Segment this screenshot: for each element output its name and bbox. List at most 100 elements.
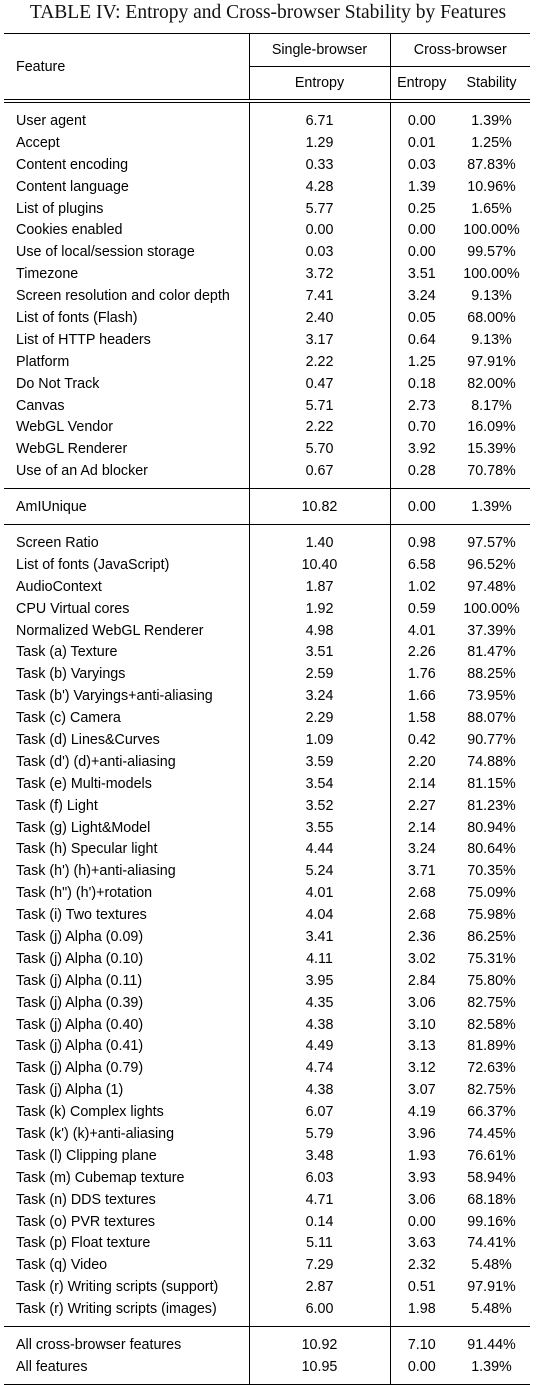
cross-entropy-cell: 1.93 (389, 1144, 453, 1167)
cross-entropy-cell: 1.25 (389, 350, 453, 373)
table-row: Accept 1.29 0.01 1.25% (4, 131, 530, 154)
table-row: Task (h) Specular light 4.44 3.24 80.64% (4, 838, 530, 861)
cross-entropy-cell: 3.13 (389, 1035, 453, 1058)
single-entropy-cell: 4.04 (248, 904, 390, 927)
single-entropy-cell: 2.59 (248, 663, 390, 686)
single-entropy-cell: 0.67 (248, 460, 390, 490)
stability-cell: 1.39% (453, 1355, 531, 1385)
feature-cell: Task (d') (d)+anti-aliasing (16, 753, 176, 770)
cross-entropy-cell: 0.64 (389, 328, 453, 351)
stability-cell: 74.41% (467, 1235, 516, 1252)
stability-cell: 82.58% (467, 1016, 516, 1033)
feature-cell: List of HTTP headers (16, 331, 151, 348)
feature-cell: Task (j) Alpha (0.39) (16, 994, 144, 1011)
single-entropy-cell: 1.92 (248, 597, 390, 620)
feature-cell: Use of local/session storage (16, 244, 195, 261)
single-entropy-cell: 1.29 (248, 131, 390, 154)
stability-cell: 70.78% (453, 460, 531, 490)
single-entropy-cell: 5.70 (248, 438, 390, 461)
table-row: Task (h') (h)+anti-aliasing 5.24 3.71 70.35… (4, 860, 530, 883)
header-feature: Feature (4, 33, 249, 103)
feature-cell: Task (j) Alpha (0.79) (16, 1060, 144, 1077)
cross-entropy-cell: 2.84 (389, 969, 453, 992)
stability-cell: 58.94% (467, 1169, 516, 1186)
feature-cell: Normalized WebGL Renderer (16, 622, 204, 639)
stability-cell: 97.57% (467, 534, 516, 551)
table-row: Task (b') Varyings+anti-aliasing 3.24 1.66… (4, 685, 530, 708)
stability-cell: 75.09% (467, 885, 516, 902)
single-entropy-cell: 6.07 (248, 1101, 390, 1124)
stability-cell: 75.31% (467, 950, 516, 967)
table-row: Task (d') (d)+anti-aliasing 3.59 2.20 74.88… (4, 750, 530, 773)
single-entropy-cell: 4.98 (248, 619, 390, 642)
cross-entropy-cell: 3.24 (389, 838, 453, 861)
table-row: AmIUnique 10.82 0.00 1.39% (4, 488, 531, 526)
cross-entropy-cell: 0.70 (389, 416, 453, 439)
cross-entropy-cell: 0.05 (389, 307, 453, 329)
table-row: Task (g) Light&Model 3.55 2.14 80.94% (4, 816, 530, 839)
feature-cell: WebGL Renderer (16, 441, 128, 458)
cross-entropy-cell: 1.98 (389, 1298, 453, 1328)
cross-entropy-cell: 1.02 (389, 575, 453, 598)
feature-cell: Task (r) Writing scripts (support) (16, 1279, 219, 1296)
feature-cell: Task (j) Alpha (0.11) (16, 972, 143, 989)
table-row: Use of an Ad blocker 0.67 0.28 70.78% (4, 460, 531, 490)
feature-cell: Task (h') (h)+anti-aliasing (16, 863, 176, 880)
feature-cell: User agent (16, 112, 86, 129)
table-row: Normalized WebGL Renderer 4.98 4.01 37.39% (4, 619, 530, 642)
feature-cell: Task (i) Two textures (16, 907, 147, 924)
single-entropy-cell: 7.41 (248, 285, 390, 308)
single-entropy-cell: 1.87 (248, 575, 390, 598)
stability-cell: 86.25% (467, 929, 516, 945)
stability-cell: 15.39% (467, 441, 516, 458)
single-entropy-cell: 3.72 (248, 263, 390, 286)
table-row: Task (q) Video 7.29 2.32 5.48% (4, 1254, 530, 1277)
cross-entropy-cell: 3.06 (389, 991, 453, 1014)
single-entropy-cell: 4.38 (248, 1013, 390, 1036)
feature-cell: Task (b') Varyings+anti-aliasing (16, 688, 213, 705)
stability-cell: 80.94% (467, 819, 516, 836)
cross-entropy-cell: 1.66 (389, 685, 453, 708)
cross-entropy-cell: 4.19 (389, 1101, 453, 1124)
cross-entropy-cell: 0.51 (389, 1276, 453, 1299)
feature-cell: Timezone (16, 266, 79, 283)
cross-entropy-cell: 2.27 (389, 794, 453, 817)
table-caption: TABLE IV: Entropy and Cross-browser Stab… (29, 2, 507, 23)
single-entropy-cell: 3.41 (248, 926, 390, 948)
stability-cell: 88.25% (467, 666, 516, 683)
stability-cell: 16.09% (467, 419, 516, 436)
table-row: List of plugins 5.77 0.25 1.65% (4, 197, 530, 220)
cross-entropy-cell: 6.58 (389, 553, 453, 576)
feature-cell: Task (j) Alpha (1) (16, 1082, 124, 1099)
table-row: Task (m) Cubemap texture 6.03 3.93 58.94% (4, 1166, 530, 1189)
table-row: Timezone 3.72 3.51 100.00% (4, 263, 530, 286)
single-entropy-cell: 4.49 (248, 1035, 390, 1058)
feature-cell: Task (e) Multi-models (16, 775, 152, 792)
table-row: All cross-browser features 10.92 7.10 91.44… (4, 1326, 530, 1356)
stability-cell: 97.91% (467, 1279, 516, 1296)
table-row: Task (p) Float texture 5.11 3.63 74.41% (4, 1232, 530, 1255)
cross-entropy-cell: 2.32 (389, 1254, 453, 1277)
cross-entropy-cell: 3.96 (389, 1123, 453, 1145)
cross-entropy-cell: 0.03 (389, 153, 453, 176)
entropy-stability-table: Feature Single-browser Cross-browser Ent… (4, 33, 531, 1385)
stability-cell: 1.25% (471, 134, 512, 151)
stability-cell: 70.35% (467, 863, 516, 880)
single-entropy-cell: 5.24 (248, 860, 390, 883)
stability-cell: 91.44% (467, 1337, 516, 1354)
table-row: Task (r) Writing scripts (images) 6.00 1.9… (4, 1298, 531, 1328)
cross-entropy-cell: 3.24 (389, 285, 453, 308)
stability-cell: 82.00% (467, 375, 516, 392)
single-entropy-cell: 3.55 (248, 816, 390, 839)
stability-cell: 9.13% (471, 288, 512, 305)
stability-cell: 75.98% (467, 907, 516, 924)
single-entropy-cell: 5.71 (248, 394, 390, 417)
stability-cell: 97.48% (467, 578, 516, 595)
stability-cell: 74.45% (467, 1126, 516, 1143)
single-entropy-cell: 4.38 (248, 1079, 390, 1102)
cross-entropy-cell: 2.73 (389, 394, 453, 417)
table-row: List of fonts (Flash) 2.40 0.05 68.00% (4, 307, 530, 329)
single-entropy-cell: 6.00 (248, 1298, 390, 1328)
single-entropy-cell: 0.47 (248, 372, 390, 395)
table-row: Content language 4.28 1.39 10.96% (4, 175, 530, 198)
